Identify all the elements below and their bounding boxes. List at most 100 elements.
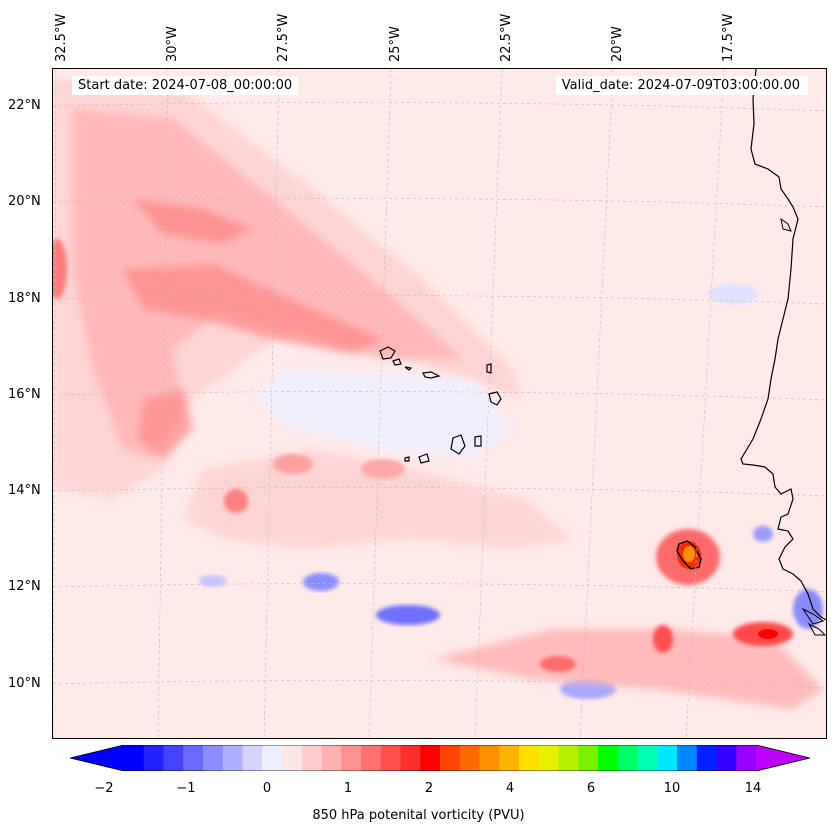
cb-tick-minus2: −2 (94, 781, 114, 796)
lon-label-22-5w: 22.5°W (499, 13, 514, 62)
start-date-label: Start date: 2024-07-08_00:00:00 (72, 76, 299, 95)
coast-bijagos (807, 622, 826, 636)
pv-band-strong-3 (138, 389, 193, 459)
colorbar-segment (637, 745, 658, 771)
pv-south-max-2 (653, 625, 673, 653)
colorbar-segment (499, 745, 520, 771)
pv-max-contour (676, 540, 702, 570)
lat-label-10n: 10°N (8, 676, 41, 691)
colorbar-segment (617, 745, 639, 771)
colorbar-segment (301, 745, 323, 771)
lon-label-17-5w: 17.5°W (721, 13, 736, 62)
lat-label-22n: 22°N (8, 98, 41, 113)
colorbar-over-arrow (756, 745, 810, 771)
colorbar-segment (538, 745, 560, 771)
colorbar-segment (183, 745, 204, 771)
pv-negative-blob-6 (793, 589, 823, 629)
pv-patch-central-1 (273, 454, 313, 474)
colorbar-segment (716, 745, 737, 771)
pv-negative-blob-4 (199, 575, 227, 587)
colorbar-segment (400, 745, 421, 771)
pv-negative-blob-5 (753, 526, 773, 542)
colorbar-segment (262, 745, 283, 771)
african-coastline (740, 69, 826, 621)
colorbar-segment (143, 745, 165, 771)
island-santo-antao (379, 346, 396, 360)
cb-tick-10: 10 (663, 781, 681, 796)
colorbar-segment (361, 745, 382, 771)
island-sao-nicolau (422, 371, 441, 379)
colorbar-segment (420, 745, 441, 771)
pv-band-medium (73, 109, 463, 459)
colorbar-segment (598, 745, 619, 771)
colorbar-segment (677, 745, 698, 771)
colorbar-title: 850 hPa potenital vorticity (PVU) (312, 808, 525, 823)
lat-label-16n: 16°N (8, 387, 41, 402)
colorbar-segment (242, 745, 263, 771)
lat-label-18n: 18°N (8, 291, 41, 306)
pv-west-edge-max (53, 239, 67, 299)
lat-label-12n: 12°N (8, 579, 41, 594)
colorbar-segment (203, 745, 224, 771)
lon-label-20w: 20°W (610, 26, 625, 62)
colorbar-segment (321, 745, 342, 771)
pv-field-map (53, 69, 826, 738)
pv-south-max-1 (540, 656, 576, 672)
graticule (53, 69, 826, 738)
cb-tick-6: 6 (586, 781, 596, 796)
map-panel (52, 68, 827, 739)
colorbar-segment (124, 745, 145, 771)
island-brava (404, 456, 410, 462)
colorbar-segment (578, 745, 599, 771)
cape-verde-islands (379, 346, 502, 464)
pv-patch-central-2 (361, 459, 405, 479)
colorbar-segment (163, 745, 184, 771)
pv-negative-blob-1 (303, 573, 339, 591)
cb-tick-1: 1 (343, 781, 353, 796)
coast-canary-fragment (780, 217, 792, 232)
colorbar-segment (558, 745, 579, 771)
colorbar-under-arrow (70, 745, 124, 771)
colorbar-segment (519, 745, 540, 771)
colorbar-segment (736, 745, 757, 771)
lon-label-32-5w: 32.5°W (54, 13, 69, 62)
island-santiago (450, 434, 466, 455)
island-fogo (418, 453, 430, 464)
island-sao-vicente (392, 358, 402, 366)
colorbar-segment (282, 745, 303, 771)
colorbar (70, 745, 810, 771)
island-sal (486, 363, 492, 374)
colorbar-segment (341, 745, 362, 771)
pv-southern-band (433, 629, 823, 709)
cb-tick-0: 0 (262, 781, 272, 796)
pv-band-strong-2 (123, 264, 383, 354)
island-boa-vista (488, 391, 502, 406)
pv-negative-blob-2 (376, 605, 440, 625)
colorbar-segment (479, 745, 500, 771)
valid-date-label: Valid_date: 2024-07-09T03:00:00.00 (555, 76, 808, 95)
lon-label-27-5w: 27.5°W (276, 13, 291, 62)
colorbar-segment (459, 745, 481, 771)
cb-tick-14: 14 (744, 781, 762, 796)
cb-tick-minus1: −1 (176, 781, 196, 796)
cb-tick-4: 4 (505, 781, 515, 796)
island-maio (474, 435, 482, 447)
lat-label-20n: 20°N (8, 194, 41, 209)
pv-coastal-peak (758, 629, 778, 639)
cb-tick-2: 2 (424, 781, 434, 796)
coast-estuary-1 (801, 607, 825, 625)
colorbar-segment (440, 745, 461, 771)
colorbar-segment (222, 745, 244, 771)
colorbar-segment (696, 745, 718, 771)
pv-patch-13-8n (224, 489, 248, 513)
lon-label-25w: 25°W (388, 26, 403, 62)
pv-central-patches (183, 449, 573, 549)
colorbar-segment (380, 745, 402, 771)
pv-negative-blob-7 (708, 284, 758, 304)
pv-max-peak (683, 546, 695, 562)
pv-band-strong (133, 199, 253, 244)
lon-label-30w: 30°W (165, 26, 180, 62)
lat-label-14n: 14°N (8, 483, 41, 498)
colorbar-segment (657, 745, 678, 771)
island-santa-luzia (404, 366, 413, 371)
